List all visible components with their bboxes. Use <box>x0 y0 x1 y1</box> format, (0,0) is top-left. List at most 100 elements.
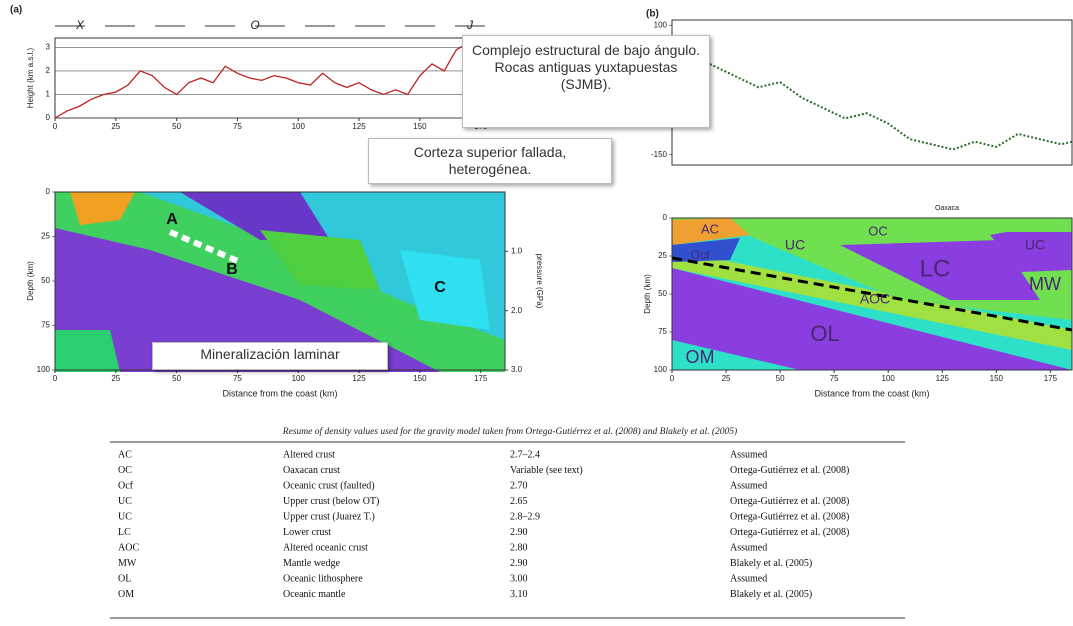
x-tick-label: 75 <box>233 374 242 383</box>
callout: Complejo estructural de bajo ángulo. Roc… <box>462 35 710 128</box>
table-cell: AC <box>118 449 132 460</box>
x-tick-label: 175 <box>1044 374 1058 383</box>
town-label: Oaxaca <box>935 205 959 212</box>
plot-frame <box>672 20 1072 165</box>
plot-frame <box>55 38 505 118</box>
table-cell: AOC <box>118 542 139 553</box>
y-tick-label: 25 <box>658 251 667 260</box>
y-tick-label: 0 <box>46 187 51 196</box>
y-axis-label: Height (km a.s.l.) <box>26 47 35 108</box>
y-tick-label: 25 <box>41 232 50 241</box>
x-tick-label: 125 <box>352 374 366 383</box>
y-tick-label: 100 <box>37 365 51 374</box>
unit-label: OM <box>686 347 715 367</box>
y-tick-label: 1 <box>46 90 51 99</box>
x-tick-label: 0 <box>53 374 58 383</box>
table-cell: 2.8–2.9 <box>510 511 540 522</box>
table-cell: 2.65 <box>510 496 528 507</box>
y-tick-label: 0 <box>663 213 668 222</box>
x-tick-label: 125 <box>352 122 366 131</box>
y-tick-label: 2 <box>46 66 51 75</box>
y-tick-label: 100 <box>654 365 668 374</box>
table-cell: Assumed <box>730 573 767 584</box>
table-cell: UC <box>118 496 132 507</box>
x-axis-label: Distance from the coast (km) <box>814 388 929 398</box>
x-tick-label: 0 <box>670 374 675 383</box>
y-tick-label: -150 <box>651 150 668 159</box>
y-tick-label: 75 <box>658 327 667 336</box>
x-tick-label: 150 <box>413 374 427 383</box>
y-tick-label: 50 <box>658 289 667 298</box>
x-tick-label: 100 <box>292 122 306 131</box>
x-tick-label: 25 <box>722 374 731 383</box>
segment-label: X <box>75 18 85 32</box>
y2-tick-label: 3.0 <box>511 365 523 374</box>
table-cell: Altered oceanic crust <box>283 542 368 553</box>
y2-axis-label: pressure (GPa) <box>535 254 544 309</box>
body-label: B <box>226 261 238 278</box>
table-cell: Assumed <box>730 449 767 460</box>
table-cell: Oceanic crust (faulted) <box>283 480 375 491</box>
table-cell: 2.7–2.4 <box>510 449 540 460</box>
y-tick-label: 50 <box>41 276 50 285</box>
table-cell: Upper crust (Juarez T.) <box>283 511 375 522</box>
table-cell: 2.90 <box>510 527 528 538</box>
y-tick-label: 75 <box>41 321 50 330</box>
callout: Mineralización laminar <box>152 342 388 370</box>
segment-label: J <box>466 18 474 32</box>
x-tick-label: 150 <box>413 122 427 131</box>
unit-label: AOC <box>860 291 890 307</box>
page: (a)XOJ02550751001251501750123Height (km … <box>0 0 1073 626</box>
table-cell: Ocf <box>118 480 134 491</box>
table-cell: Ortega-Gutiérrez et al. (2008) <box>730 465 849 476</box>
body-label: C <box>434 279 446 296</box>
table-cell: Oceanic mantle <box>283 589 346 600</box>
table-cell: Ortega-Gutiérrez et al. (2008) <box>730 527 849 538</box>
x-axis-label: Distance from the coast (km) <box>222 388 337 398</box>
x-tick-label: 50 <box>172 374 181 383</box>
x-tick-label: 25 <box>111 374 120 383</box>
unit-label: OL <box>810 321 839 346</box>
x-tick-label: 50 <box>776 374 785 383</box>
table-cell: LC <box>118 527 131 538</box>
table-cell: Variable (see text) <box>510 465 583 476</box>
table-cell: UC <box>118 511 132 522</box>
x-tick-label: 100 <box>292 374 306 383</box>
unit-label: MW <box>1029 274 1061 294</box>
table-cell: 2.80 <box>510 542 528 553</box>
table-cell: OL <box>118 573 131 584</box>
x-tick-label: 75 <box>830 374 839 383</box>
segment-label: O <box>250 18 259 32</box>
y-axis-label: Depth (km) <box>643 274 652 314</box>
table-cell: Lower crust <box>283 527 331 538</box>
y-tick-label: 3 <box>46 43 51 52</box>
y-axis-label: Depth (km) <box>26 261 35 301</box>
table-caption: Resume of density values used for the gr… <box>282 426 737 437</box>
callout: Corteza superior fallada, heterogénea. <box>368 138 612 184</box>
y-tick-label: 100 <box>654 20 668 29</box>
x-tick-label: 125 <box>936 374 950 383</box>
table-cell: Altered crust <box>283 449 335 460</box>
table-cell: MW <box>118 558 137 569</box>
x-tick-label: 75 <box>233 122 242 131</box>
y2-tick-label: 2.0 <box>511 306 523 315</box>
table-cell: Ortega-Gutiérrez et al. (2008) <box>730 496 849 507</box>
panel-label: (b) <box>646 9 659 20</box>
table-cell: Blakely et al. (2005) <box>730 558 812 569</box>
y2-tick-label: 1.0 <box>511 246 523 255</box>
x-tick-label: 0 <box>53 122 58 131</box>
table-cell: Blakely et al. (2005) <box>730 589 812 600</box>
table-cell: Assumed <box>730 542 767 553</box>
unit-label: LC <box>920 255 951 282</box>
unit-label: OC <box>868 223 888 238</box>
table-cell: 2.70 <box>510 480 528 491</box>
table-cell: Mantle wedge <box>283 558 340 569</box>
unit-label: Ocf <box>691 248 710 262</box>
y-tick-label: 0 <box>46 113 51 122</box>
table-cell: 2.90 <box>510 558 528 569</box>
x-tick-label: 100 <box>882 374 896 383</box>
table-cell: 3.00 <box>510 573 528 584</box>
unit-label: UC <box>1025 237 1045 253</box>
x-tick-label: 150 <box>990 374 1004 383</box>
table-cell: Oceanic lithosphere <box>283 573 363 584</box>
